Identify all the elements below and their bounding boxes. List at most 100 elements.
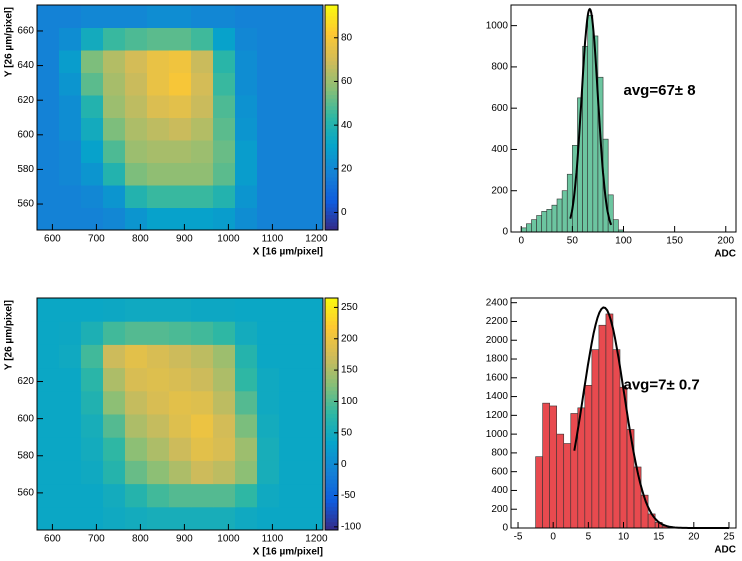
heatmap-cell bbox=[125, 483, 148, 508]
heatmap-cell bbox=[37, 437, 60, 461]
x-tick-label: 1100 bbox=[262, 234, 284, 245]
heatmap-cell bbox=[301, 95, 324, 118]
heatmap-cell bbox=[81, 483, 104, 508]
heatmap-cell bbox=[125, 506, 148, 531]
heatmap-cell bbox=[169, 390, 192, 415]
histogram-bar bbox=[556, 433, 565, 529]
x-tick-label: 0 bbox=[518, 236, 524, 247]
x-tick-label: 600 bbox=[44, 234, 61, 245]
histogram-bar bbox=[598, 324, 607, 529]
colorbar-segment bbox=[325, 203, 338, 208]
colorbar-segment bbox=[325, 23, 338, 28]
colorbar-segment bbox=[325, 61, 338, 66]
y-tick-label: 2400 bbox=[486, 297, 509, 308]
colorbar-segment bbox=[325, 356, 338, 361]
heatmap-cell bbox=[301, 27, 324, 51]
heatmap-cell bbox=[301, 50, 324, 73]
heatmap-cell bbox=[213, 140, 236, 163]
colorbar-segment bbox=[325, 452, 338, 458]
heatmap-cell bbox=[59, 506, 82, 531]
heatmap-cell bbox=[147, 506, 170, 531]
heatmap-cell bbox=[103, 27, 126, 51]
y-tick-label: 200 bbox=[491, 185, 508, 196]
heatmap-cell bbox=[279, 50, 302, 73]
colorbar-segment bbox=[325, 8, 338, 13]
colorbar-segment bbox=[325, 16, 338, 21]
colorbar-segment bbox=[325, 421, 338, 427]
colorbar-tick-label: 80 bbox=[341, 32, 353, 43]
heatmap-cell bbox=[81, 367, 104, 392]
colorbar-segment bbox=[325, 121, 338, 126]
y-tick-label: 1800 bbox=[486, 354, 509, 365]
heatmap-cell bbox=[169, 321, 192, 345]
y-tick-label: 1000 bbox=[486, 429, 509, 440]
x-tick-label: 1200 bbox=[305, 534, 328, 545]
heatmap-cell bbox=[125, 140, 148, 163]
heatmap-cell bbox=[235, 185, 258, 208]
heatmap-cell bbox=[191, 140, 214, 163]
heatmap-cell bbox=[191, 437, 214, 461]
colorbar-segment bbox=[325, 155, 338, 160]
heatmap-cell bbox=[279, 344, 302, 369]
heatmap-cell bbox=[279, 321, 302, 345]
heatmap-cell bbox=[81, 344, 104, 369]
heatmap-cell bbox=[59, 162, 82, 186]
heatmap-cell bbox=[147, 5, 170, 28]
heatmap-cell bbox=[257, 414, 280, 438]
heatmap-cell bbox=[169, 483, 192, 508]
heatmap-cell bbox=[103, 50, 126, 73]
heatmap-cell bbox=[37, 117, 60, 141]
histogram-bar bbox=[535, 456, 543, 529]
heatmap-cell bbox=[257, 207, 280, 231]
annotation: avg=67± 8 bbox=[624, 82, 696, 99]
heatmap-cell bbox=[37, 390, 60, 415]
colorbar-segment bbox=[325, 143, 338, 148]
heatmap-cell bbox=[191, 460, 214, 485]
heatmap-cell bbox=[103, 298, 126, 322]
heatmap-cell bbox=[169, 5, 192, 28]
heatmap-cell bbox=[301, 140, 324, 163]
colorbar-tick-label: -100 bbox=[341, 522, 361, 533]
heatmap-cell bbox=[147, 50, 170, 73]
heatmap-cell bbox=[191, 367, 214, 392]
x-tick-label: 700 bbox=[88, 534, 105, 545]
colorbar-segment bbox=[325, 102, 338, 107]
heatmap-cell bbox=[235, 95, 258, 118]
heatmap-cell bbox=[147, 390, 170, 415]
heatmap-cell bbox=[169, 27, 192, 51]
x-tick-label: 1200 bbox=[305, 234, 328, 245]
heatmap-cell bbox=[37, 185, 60, 208]
y-tick-label: 660 bbox=[17, 26, 34, 37]
colorbar-segment bbox=[325, 12, 338, 17]
x-tick-label: 1100 bbox=[262, 534, 284, 545]
colorbar-segment bbox=[325, 170, 338, 175]
x-tick-label: 0 bbox=[550, 532, 556, 543]
x-tick-label: 900 bbox=[176, 234, 193, 245]
y-tick-label: 600 bbox=[491, 466, 508, 477]
heatmap-cell bbox=[103, 344, 126, 369]
colorbar-segment bbox=[325, 68, 338, 73]
x-tick-label: 700 bbox=[88, 234, 105, 245]
heatmap-cell bbox=[59, 95, 82, 118]
x-tick-label: 25 bbox=[723, 532, 735, 543]
colorbar-segment bbox=[325, 332, 338, 338]
colorbar-segment bbox=[325, 429, 338, 434]
colorbar-segment bbox=[325, 125, 338, 130]
histogram-bar bbox=[551, 204, 558, 233]
x-axis-label: X [16 µm/pixel] bbox=[253, 247, 323, 258]
heatmap-cell bbox=[301, 506, 324, 531]
plot-frame bbox=[36, 297, 324, 531]
colorbar-frame bbox=[324, 4, 339, 231]
colorbar-tick-label: 100 bbox=[341, 396, 358, 407]
heatmap-cell bbox=[59, 483, 82, 508]
heatmap-cell bbox=[279, 5, 302, 28]
heatmap-cell bbox=[301, 483, 324, 508]
colorbar-tick-label: 50 bbox=[341, 427, 353, 438]
heatmap-cell bbox=[235, 298, 258, 322]
histogram-bar bbox=[587, 15, 594, 233]
heatmap-cell bbox=[191, 95, 214, 118]
y-tick-label: 600 bbox=[17, 413, 34, 424]
heatmap-cell bbox=[235, 414, 258, 438]
heatmap-cell bbox=[213, 50, 236, 73]
x-axis-label: ADC bbox=[714, 249, 736, 260]
